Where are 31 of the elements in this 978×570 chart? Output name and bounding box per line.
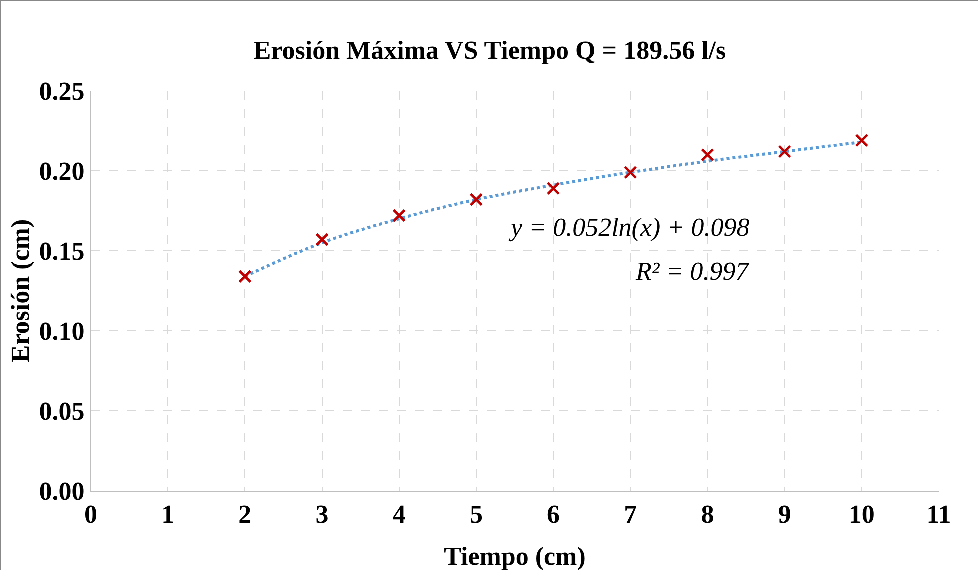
y-tick-label: 0.25 [39, 77, 85, 106]
x-tick-label: 11 [926, 500, 952, 530]
chart-title: Erosión Máxima VS Tiempo Q = 189.56 l/s [254, 36, 726, 66]
y-tick-label: 0.10 [39, 317, 85, 346]
y-axis-title: Erosión (cm) [6, 219, 35, 363]
point [316, 233, 330, 247]
x-tick-label: 8 [701, 500, 714, 530]
y-tick-label: 0.15 [39, 237, 85, 266]
point [238, 270, 252, 284]
x-tick-label: 4 [392, 500, 406, 530]
y-tick-label: 0.00 [39, 477, 85, 506]
point [855, 134, 869, 148]
point [392, 209, 406, 223]
point [546, 182, 560, 196]
x-tick-label: 5 [470, 500, 483, 530]
y-tick-label: 0.05 [39, 397, 85, 426]
x-tick-label: 3 [316, 500, 329, 530]
x-tick-label: 0 [84, 500, 98, 530]
point [624, 166, 638, 180]
x-tick-label: 7 [624, 500, 638, 530]
x-tick-label: 6 [547, 500, 560, 530]
x-tick-label: 2 [238, 500, 252, 530]
point [700, 148, 714, 162]
x-tick-label: 9 [778, 500, 792, 530]
annotation: y = 0.052ln(x) + 0.098 [508, 213, 750, 242]
y-tick-label: 0.20 [39, 157, 85, 186]
annotation: R² = 0.997 [635, 257, 750, 286]
x-tick-label: 10 [848, 500, 875, 530]
point [470, 193, 484, 207]
x-tick-label: 1 [162, 500, 175, 530]
point [778, 145, 792, 159]
